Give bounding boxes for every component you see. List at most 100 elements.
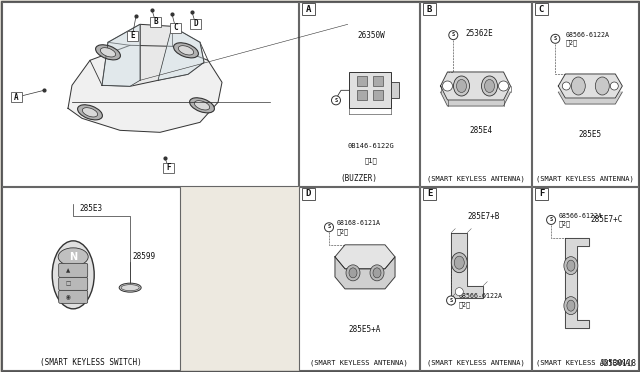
Ellipse shape — [195, 101, 210, 110]
Text: 25362E: 25362E — [465, 29, 493, 38]
Bar — [423, 3, 436, 15]
Ellipse shape — [595, 77, 609, 95]
Ellipse shape — [564, 257, 578, 275]
Ellipse shape — [370, 265, 384, 281]
Text: 285E7+B: 285E7+B — [467, 212, 499, 221]
Text: 0B146-6122G: 0B146-6122G — [348, 142, 394, 148]
Circle shape — [551, 34, 560, 43]
Circle shape — [449, 31, 458, 40]
Text: ▲: ▲ — [66, 268, 70, 273]
Polygon shape — [102, 24, 204, 86]
Circle shape — [442, 81, 452, 91]
Bar — [299, 2, 419, 186]
Ellipse shape — [119, 283, 141, 292]
Ellipse shape — [451, 253, 467, 273]
Text: （2）: （2） — [459, 301, 471, 308]
Text: S: S — [328, 224, 331, 230]
Text: 285E5: 285E5 — [579, 130, 602, 139]
Text: (SMART KEYLESS ANTENNA): (SMART KEYLESS ANTENNA) — [427, 176, 524, 182]
Text: 285E5+A: 285E5+A — [349, 325, 381, 334]
Ellipse shape — [481, 76, 497, 96]
Bar — [357, 76, 367, 86]
Ellipse shape — [567, 260, 575, 271]
Bar — [420, 2, 531, 186]
Text: C: C — [173, 23, 178, 32]
Circle shape — [547, 215, 556, 224]
Text: 08566-6122A: 08566-6122A — [459, 294, 503, 299]
Text: (SMART KEYLESS ANTENNA): (SMART KEYLESS ANTENNA) — [427, 360, 524, 366]
Ellipse shape — [454, 76, 470, 96]
Circle shape — [455, 288, 463, 296]
Bar — [302, 188, 315, 200]
Circle shape — [563, 82, 570, 90]
Polygon shape — [335, 257, 395, 289]
Circle shape — [611, 82, 618, 90]
Polygon shape — [68, 45, 222, 132]
Ellipse shape — [484, 80, 495, 93]
Bar — [150, 16, 161, 26]
Ellipse shape — [95, 45, 120, 60]
Bar — [163, 163, 174, 173]
Ellipse shape — [189, 98, 214, 113]
Text: （2）: （2） — [565, 39, 577, 46]
Text: E: E — [427, 189, 432, 199]
Polygon shape — [102, 24, 140, 86]
Ellipse shape — [173, 43, 198, 58]
Text: 08168-6121A: 08168-6121A — [337, 220, 381, 226]
Polygon shape — [565, 238, 589, 328]
Text: D: D — [306, 189, 311, 199]
Text: S: S — [452, 32, 455, 37]
Ellipse shape — [454, 256, 464, 269]
Text: 28599: 28599 — [132, 252, 156, 261]
Ellipse shape — [456, 80, 467, 93]
Text: F: F — [539, 189, 544, 199]
Bar — [299, 187, 419, 370]
Text: (SMART KEYLESS ANTENNA): (SMART KEYLESS ANTENNA) — [536, 176, 634, 182]
Text: (SMART KEYLESS ANTENNA): (SMART KEYLESS ANTENNA) — [536, 360, 634, 366]
Ellipse shape — [100, 48, 116, 57]
Text: A: A — [306, 4, 311, 13]
Text: S: S — [550, 217, 553, 222]
Text: (BUZZER): (BUZZER) — [340, 174, 378, 183]
Ellipse shape — [564, 296, 578, 315]
Text: B: B — [153, 17, 158, 26]
Bar — [535, 188, 548, 200]
Polygon shape — [558, 92, 622, 104]
Bar — [420, 187, 531, 370]
Bar — [127, 31, 138, 41]
Text: S: S — [335, 97, 337, 103]
Bar — [373, 90, 383, 100]
Text: 26350W: 26350W — [357, 31, 385, 40]
Text: F: F — [166, 163, 171, 172]
Bar — [190, 19, 201, 29]
Text: S: S — [554, 36, 557, 41]
Bar — [11, 92, 22, 102]
Bar — [423, 188, 436, 200]
Ellipse shape — [77, 105, 102, 120]
Ellipse shape — [572, 77, 586, 95]
Ellipse shape — [52, 241, 94, 309]
Text: 285E3: 285E3 — [79, 205, 102, 214]
Text: N: N — [69, 252, 77, 262]
Text: 08566-6122A: 08566-6122A — [559, 213, 603, 219]
Bar — [170, 22, 181, 32]
Text: D: D — [193, 19, 198, 28]
FancyBboxPatch shape — [59, 278, 88, 290]
Polygon shape — [451, 232, 483, 298]
FancyBboxPatch shape — [59, 290, 88, 303]
Ellipse shape — [346, 265, 360, 281]
Ellipse shape — [567, 300, 575, 311]
Circle shape — [324, 223, 333, 232]
Text: 285E4: 285E4 — [469, 126, 492, 135]
Text: ◉: ◉ — [66, 294, 70, 299]
Text: （2）: （2） — [337, 228, 349, 235]
Bar — [349, 72, 391, 108]
Bar — [535, 3, 548, 15]
Ellipse shape — [83, 108, 98, 117]
Text: E: E — [130, 31, 135, 40]
Text: B: B — [427, 4, 432, 13]
Polygon shape — [558, 74, 622, 98]
Bar — [302, 3, 315, 15]
Text: 285E7+C: 285E7+C — [591, 215, 623, 224]
Bar — [2, 2, 298, 186]
